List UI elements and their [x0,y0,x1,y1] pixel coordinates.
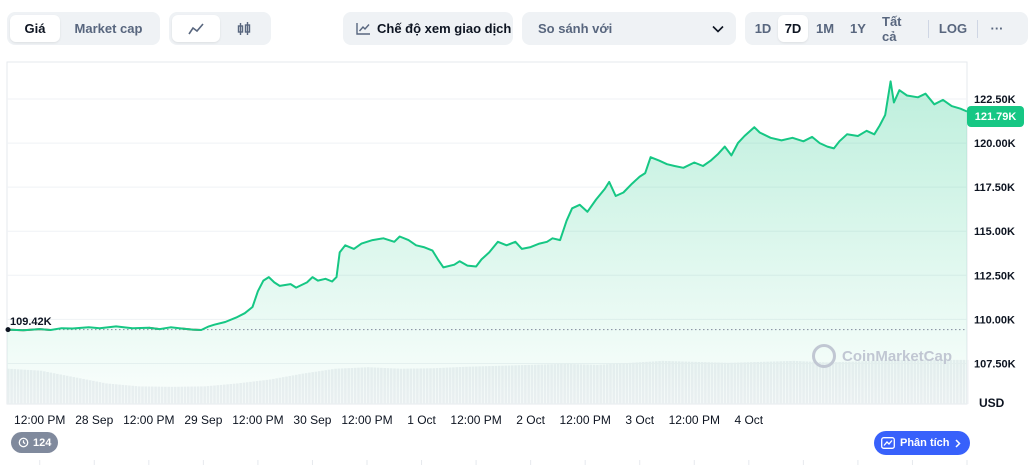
analysis-icon [881,437,895,449]
x-tick-label: 12:00 PM [341,413,392,427]
x-tick-label: 12:00 PM [669,413,720,427]
x-axis-labels: 12:00 PM 28 Sep 12:00 PM 29 Sep 12:00 PM 30 S… [14,413,764,427]
trading-mode-button[interactable]: Chế độ xem giao dịch [343,12,513,45]
more-options-button[interactable]: ··· [990,21,1004,36]
view-toggle: Giá Market cap [7,12,160,45]
range-1m[interactable]: 1M [815,21,835,36]
x-tick-label: 29 Sep [184,413,222,427]
compare-dropdown[interactable]: So sánh với [522,12,736,45]
currency-label[interactable]: USD [979,396,1005,410]
range-7d[interactable]: 7D [778,15,808,42]
y-axis-labels: 107.50K 110.00K 112.50K 115.00K 117.50K 120.0… [974,94,1016,370]
compare-label: So sánh với [538,21,613,36]
chevron-down-icon [712,25,724,33]
watermark-text: CoinMarketCap [842,347,953,365]
x-tick-label: 3 Oct [625,413,654,427]
current-price-tag: 121.79K [967,106,1024,127]
history-icon [18,437,29,448]
tab-price[interactable]: Giá [10,15,60,42]
candlestick-icon[interactable] [220,15,268,42]
chart-toolbar: Giá Market cap Chế độ xem giao dịch So s… [7,12,1028,45]
chevron-right-icon [954,438,961,448]
start-price-label: 109.42K [10,316,52,328]
x-axis-minor-ticks [39,460,968,465]
x-tick-label: 12:00 PM [232,413,283,427]
y-tick-label: 112.50K [974,270,1015,282]
range-1y[interactable]: 1Y [850,21,866,36]
x-tick-label: 12:00 PM [450,413,501,427]
y-tick-label: 107.50K [974,358,1016,370]
volume-bar [965,359,969,404]
y-tick-label: 122.50K [974,94,1016,106]
x-tick-label: 12:00 PM [559,413,610,427]
log-scale-toggle[interactable]: LOG [938,21,968,36]
x-tick-label: 12:00 PM [123,413,174,427]
x-tick-label: 4 Oct [734,413,763,427]
analysis-label: Phân tích [900,437,950,449]
tab-market-cap[interactable]: Market cap [74,21,143,36]
analysis-button[interactable]: Phân tích [874,431,970,455]
history-count: 124 [33,436,52,449]
price-area-fill [7,81,967,405]
y-tick-label: 120.00K [974,138,1016,150]
x-tick-label: 12:00 PM [14,413,65,427]
trading-mode-label: Chế độ xem giao dịch [377,21,512,36]
baseline-marker [5,327,11,333]
range-all[interactable]: Tất cả [882,13,902,44]
price-line-above [6,80,968,332]
range-divider [928,19,929,38]
x-tick-label: 30 Sep [293,413,331,427]
y-tick-label: 115.00K [974,226,1015,238]
trading-mode-icon [356,23,370,35]
y-tick-label: 117.50K [974,182,1015,194]
history-badge[interactable]: 124 [11,432,59,453]
range-divider [977,19,978,38]
x-tick-label: 1 Oct [407,413,436,427]
x-tick-label: 2 Oct [516,413,545,427]
x-tick-label: 28 Sep [75,413,113,427]
time-range-selector: 1D 7D 1M 1Y Tất cả LOG ··· [745,12,1028,45]
coinmarketcap-logo-icon [812,344,836,368]
range-1d[interactable]: 1D [754,21,772,36]
line-chart-icon[interactable] [172,15,220,42]
y-tick-label: 110.00K [974,314,1015,326]
chart-type-toggle [169,12,271,45]
coinmarketcap-watermark: CoinMarketCap [812,344,952,368]
